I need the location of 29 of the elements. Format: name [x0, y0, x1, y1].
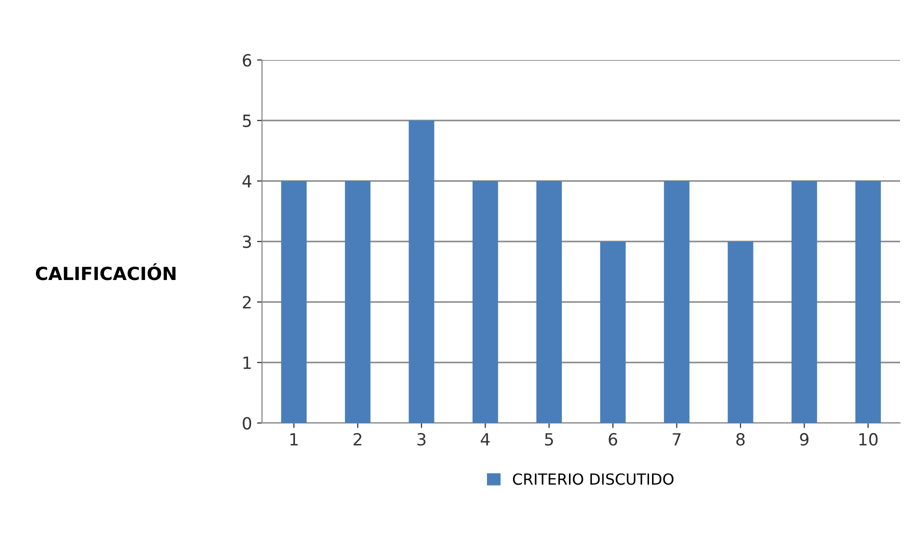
x-tick-label: 3 [417, 433, 426, 446]
bar [600, 242, 626, 423]
bar [536, 181, 562, 423]
x-tick-label: 7 [672, 433, 681, 446]
bar [281, 181, 307, 423]
bar [664, 181, 690, 423]
bar [408, 120, 434, 423]
bar [344, 181, 370, 423]
y-tick-label: 3 [242, 235, 251, 248]
legend-label: CRITERIO DISCUTIDO [512, 473, 674, 485]
y-tick-label: 0 [242, 416, 252, 430]
y-tick-label: 4 [242, 175, 252, 188]
y-tick-label: 6 [242, 54, 252, 67]
y-tick-label: 2 [242, 296, 251, 308]
bar [728, 242, 754, 423]
x-tick-label: 8 [736, 433, 745, 446]
x-tick-label: 2 [354, 433, 362, 446]
x-tick-label: 1 [290, 433, 298, 446]
x-tick-label: 6 [608, 433, 618, 446]
x-tick-label: 5 [545, 433, 553, 446]
bar [855, 181, 881, 423]
y-axis-title: CALIFICACIÓN [36, 263, 176, 280]
y-tick-label: 1 [244, 356, 251, 369]
x-tick-label: 9 [800, 433, 808, 446]
x-tick-label: 10 [859, 433, 878, 446]
x-tick-label: 4 [480, 433, 490, 446]
bar [792, 181, 818, 423]
y-tick-label: 5 [242, 114, 251, 128]
bar [472, 181, 498, 423]
